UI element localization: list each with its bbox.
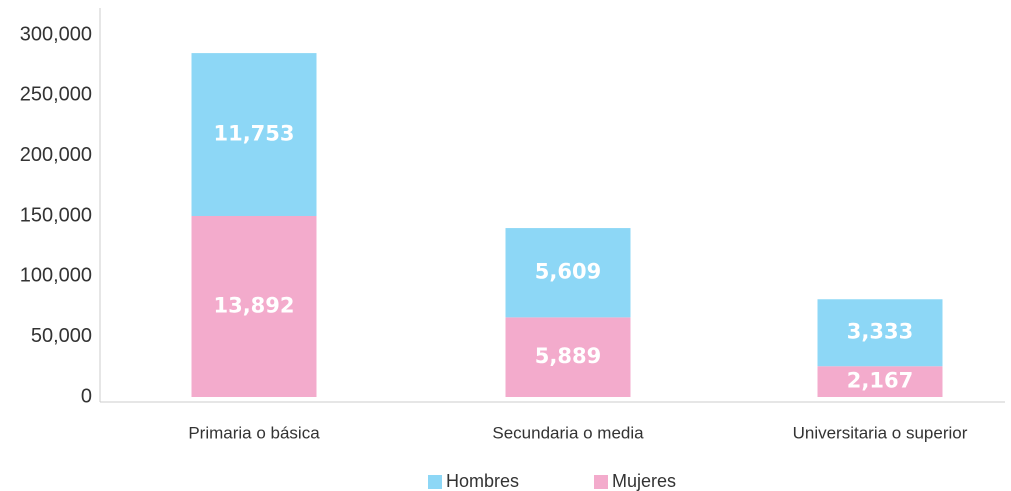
data-label: 2,167 <box>847 369 913 393</box>
x-tick-label: Secundaria o media <box>492 423 644 442</box>
legend-label: Hombres <box>446 471 519 491</box>
bar-segment <box>817 366 943 397</box>
y-tick-label: 200,000 <box>20 144 92 166</box>
y-tick-label: 150,000 <box>20 204 92 226</box>
x-tick-label: Primaria o básica <box>188 423 320 442</box>
y-tick-label: 300,000 <box>20 23 92 45</box>
data-label: 13,892 <box>213 294 294 318</box>
bar-segment <box>505 228 631 318</box>
y-tick-label: 50,000 <box>31 325 92 347</box>
bar-segment <box>191 53 317 216</box>
bar-segment <box>505 317 631 397</box>
bar-segment <box>817 299 943 367</box>
bar-segment <box>191 216 317 397</box>
data-label: 3,333 <box>847 320 913 344</box>
y-tick-label: 0 <box>81 385 92 407</box>
data-label: 5,889 <box>535 344 601 368</box>
x-tick-label: Universitaria o superior <box>793 423 968 442</box>
legend-swatch <box>428 475 442 489</box>
legend-label: Mujeres <box>612 471 676 491</box>
y-tick-label: 100,000 <box>20 265 92 287</box>
legend-swatch <box>594 475 608 489</box>
data-label: 5,609 <box>535 260 601 284</box>
data-label: 11,753 <box>213 122 294 146</box>
y-tick-label: 250,000 <box>20 84 92 106</box>
